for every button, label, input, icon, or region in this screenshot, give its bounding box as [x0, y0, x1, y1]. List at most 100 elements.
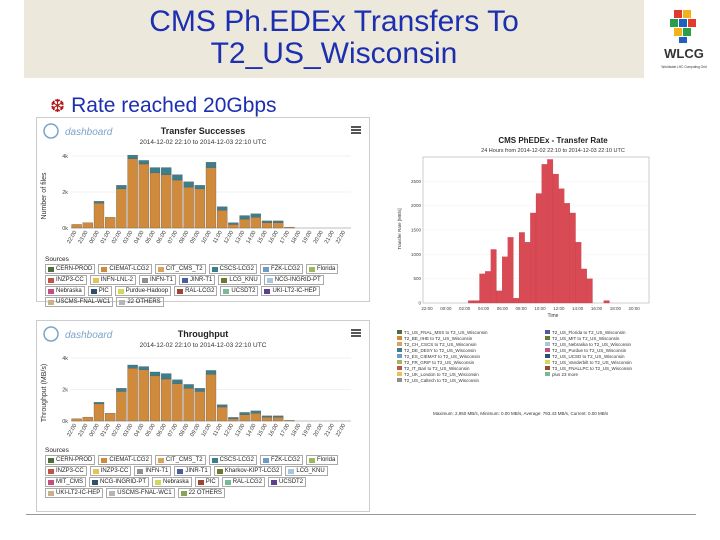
x-tick-label: 12:00 [553, 306, 565, 311]
bar [261, 415, 273, 418]
bar [149, 375, 161, 422]
y-tick-label: 0 [418, 301, 421, 306]
logo-text: WLCG [664, 46, 704, 61]
bar [127, 364, 138, 369]
legend-label: FZK-LCG2 [270, 266, 300, 272]
x-tick-label: 07:00 [167, 423, 179, 438]
legend-title: Sources [45, 447, 69, 454]
legend-item[interactable]: LCG_KNU [285, 466, 328, 476]
legend-item[interactable]: MIT_CMS [45, 477, 86, 487]
chart-title: CMS PhEDEx - Transfer Rate [498, 136, 608, 145]
legend-swatch [397, 354, 402, 358]
bar [473, 300, 480, 304]
legend-item[interactable]: CSCS-LCG2 [208, 455, 257, 465]
chart-menu-button[interactable] [351, 126, 361, 134]
legend-label: T2_UK_London to T2_US_Wisconsin [404, 371, 479, 377]
bar [138, 366, 149, 370]
sources-legend: Sources CERN-PROD CIEMAT-LCG2 CIT_CMS_T2 CSC… [45, 256, 363, 308]
legend-swatch [109, 490, 116, 496]
x-tick-label: 02:00 [111, 423, 123, 438]
legend-item[interactable]: CERN-PROD [45, 264, 96, 274]
legend-item[interactable]: CERN-PROD [45, 455, 96, 465]
x-tick-label: 13:00 [234, 423, 246, 438]
bar [205, 370, 217, 375]
slide-title: CMS Ph.EDEx Transfers To T2_US_Wisconsin [24, 6, 644, 70]
legend-item[interactable]: CSCS-LCG2 [208, 264, 257, 274]
legend-item[interactable]: JINR-T1 [179, 275, 216, 285]
legend-label: FZK-LCG2 [270, 457, 300, 463]
legend-label: USCMS-FNAL-WC1 [56, 299, 111, 305]
bar [93, 402, 105, 405]
legend-item[interactable]: INFN-T1 [134, 466, 172, 476]
legend-item[interactable]: INFN-LNL-2 [89, 275, 137, 285]
bar [479, 273, 486, 304]
y-tick-label: 2000 [411, 203, 422, 208]
legend-item[interactable]: LCG_KNU [218, 275, 261, 285]
legend-swatch [48, 277, 54, 283]
legend-item[interactable]: NCG-INGRID-PT [263, 275, 324, 285]
legend-swatch [92, 277, 99, 283]
legend-item[interactable]: USCMS-FNAL-WC1 [106, 488, 175, 498]
legend-item[interactable]: CIT_CMS_T2 [154, 455, 206, 465]
legend-item[interactable]: PIC [87, 286, 112, 296]
legend-item: T2_FR_GRIF to T2_US_Wisconsin [397, 359, 537, 365]
legend-item[interactable]: JINR-T1 [174, 466, 211, 476]
legend-item[interactable]: 22 OTHERS [177, 488, 225, 498]
legend-item[interactable]: UCSDT2 [268, 477, 307, 487]
legend-swatch [92, 468, 99, 474]
bar [116, 388, 127, 392]
legend-swatch [221, 277, 228, 283]
legend-swatch [137, 468, 144, 474]
legend-label: T1_US_FNAL_MSS to T2_US_Wisconsin [404, 329, 488, 335]
legend-item[interactable]: Kharkov-KIPT-LCG2 [213, 466, 283, 476]
legend-item[interactable]: INZP3-CC [89, 466, 132, 476]
legend-item[interactable]: RAL-LCG2 [174, 286, 218, 296]
legend-swatch [48, 266, 54, 272]
bar [284, 226, 295, 229]
legend-item[interactable]: UKI-LT2-IC-HEP [261, 286, 320, 296]
chart-title: Transfer Successes [161, 126, 246, 136]
legend-swatch [157, 457, 164, 463]
legend-item[interactable]: Florida [305, 455, 339, 465]
bar [518, 232, 525, 304]
legend-item[interactable]: INZP3-CC [45, 275, 87, 285]
legend-item[interactable]: NCG-INGRID-PT [89, 477, 149, 487]
legend-label: CSCS-LCG2 [219, 457, 254, 463]
legend-item[interactable]: UCSDT2 [220, 286, 259, 296]
x-tick-label: 16:00 [268, 230, 280, 245]
legend-swatch [266, 277, 273, 283]
legend-item[interactable]: CIEMAT-LCG2 [98, 455, 152, 465]
bar [205, 167, 217, 229]
legend-item[interactable]: Purdue-Hadoop [114, 286, 172, 296]
legend-item[interactable]: FZK-LCG2 [259, 455, 303, 465]
bar [172, 179, 183, 229]
bar [273, 416, 284, 422]
bar [161, 378, 172, 422]
legend-label: 22 OTHERS [127, 299, 161, 305]
legend-swatch [262, 266, 269, 272]
legend-item[interactable]: INZP3-CC [45, 466, 87, 476]
legend-item[interactable]: CIEMAT-LCG2 [98, 264, 152, 274]
legend-item[interactable]: PIC [194, 477, 219, 487]
legend-item[interactable]: Nebraska [45, 286, 85, 296]
legend-item[interactable]: UKI-LT2-IC-HEP [45, 488, 104, 498]
x-tick-label: 22:00 [66, 230, 78, 245]
chart-menu-button[interactable] [351, 329, 361, 337]
legend-item[interactable]: FZK-LCG2 [259, 264, 303, 274]
legend-item[interactable]: RAL-LCG2 [221, 477, 266, 487]
legend-item: T2_ES_CIEMAT to T2_US_Wisconsin [397, 353, 537, 359]
x-tick-label: 04:00 [478, 306, 490, 311]
x-tick-label: 04:00 [133, 230, 145, 245]
legend-label: NCG-INGRID-PT [100, 479, 146, 485]
legend-item[interactable]: Florida [305, 264, 339, 274]
bar [183, 181, 194, 188]
legend-item[interactable]: 22 OTHERS [116, 297, 164, 307]
bar [71, 224, 82, 229]
legend-item[interactable]: INFN-T1 [139, 275, 177, 285]
legend-item[interactable]: USCMS-FNAL-WC1 [45, 297, 114, 307]
chart-subtitle: 24 Hours from 2014-12-02 22:10 to 2014-1… [481, 148, 625, 154]
legend-item[interactable]: CIT_CMS_T2 [154, 264, 206, 274]
transfer-successes-chart: dashboard Transfer Successes 2014-12-02 … [41, 123, 351, 245]
legend-item[interactable]: Nebraska [152, 477, 192, 487]
legend-item: T2_US_Purdue to T2_US_Wisconsin [545, 347, 685, 353]
